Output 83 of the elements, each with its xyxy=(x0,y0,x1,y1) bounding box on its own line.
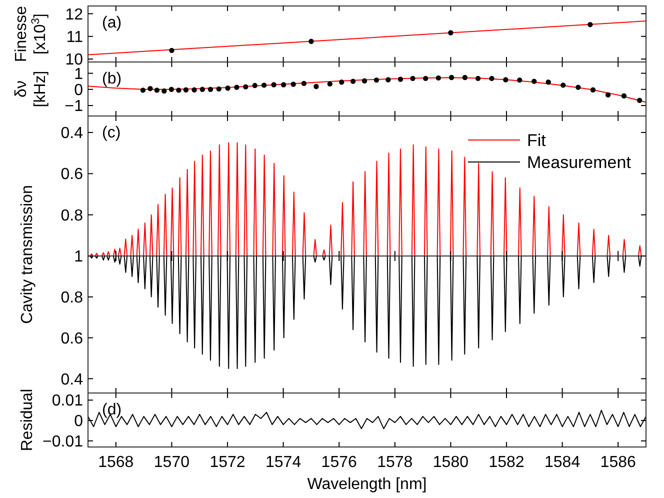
y-tick-label: 11 xyxy=(66,28,84,46)
point xyxy=(148,86,153,92)
x-tick-label: 1574 xyxy=(266,454,302,471)
point xyxy=(339,80,344,85)
y-tick-label: 0.8 xyxy=(60,207,84,224)
x-tick-label: 1586 xyxy=(600,454,636,471)
x-tick-label: 1584 xyxy=(544,454,580,471)
point xyxy=(436,75,442,81)
point xyxy=(560,82,566,88)
point xyxy=(532,78,537,84)
x-tick-label: 1580 xyxy=(432,454,469,471)
y-axis-title: Residual xyxy=(19,388,36,452)
y-tick-label: 0.6 xyxy=(60,330,84,348)
annotation: (d) xyxy=(102,402,122,419)
y-axis-title: δν [kHz] xyxy=(13,70,49,108)
point xyxy=(280,82,286,88)
point xyxy=(162,88,167,94)
point xyxy=(154,88,160,93)
y-tick-label: 0 xyxy=(74,413,84,430)
y-tick-label: −1 xyxy=(64,98,84,116)
point xyxy=(301,80,307,86)
point xyxy=(350,78,356,84)
legend-label: Fit xyxy=(527,130,546,150)
y-tick-label: 1 xyxy=(74,248,84,266)
point xyxy=(362,78,368,84)
point xyxy=(398,76,404,82)
point xyxy=(225,86,230,91)
point xyxy=(271,82,276,88)
y-tick-label: −0.01 xyxy=(42,433,84,450)
y-tick-label: 0.4 xyxy=(60,125,84,142)
point xyxy=(448,74,454,80)
point xyxy=(489,76,494,82)
point xyxy=(462,74,468,80)
point xyxy=(410,76,416,82)
point xyxy=(576,84,581,90)
y-tick-label: 0.01 xyxy=(52,392,84,410)
point xyxy=(308,38,314,44)
point xyxy=(140,88,146,93)
point xyxy=(200,86,205,92)
point xyxy=(183,87,189,92)
point xyxy=(327,81,332,87)
point xyxy=(169,48,174,54)
annotation: (c) xyxy=(102,124,121,142)
x-tick-label: 1576 xyxy=(321,454,357,471)
x-tick-label: 1568 xyxy=(98,454,134,471)
point xyxy=(208,86,214,92)
point xyxy=(448,30,454,36)
point xyxy=(243,84,248,90)
point xyxy=(261,82,267,88)
point xyxy=(621,93,627,98)
x-axis-title: Wavelength [nm] xyxy=(307,476,427,493)
annotation: (b) xyxy=(102,70,122,88)
point xyxy=(374,77,380,83)
point xyxy=(314,84,319,90)
point xyxy=(588,22,593,28)
point xyxy=(176,88,182,93)
point xyxy=(422,76,428,82)
y-tick-label: 0.6 xyxy=(60,166,84,184)
legend-label: Measurement xyxy=(527,152,632,172)
x-tick-label: 1578 xyxy=(377,454,413,471)
point xyxy=(216,86,222,92)
point xyxy=(234,84,240,90)
x-tick-label: 1572 xyxy=(210,454,246,471)
x-tick-label: 1582 xyxy=(488,454,524,471)
point xyxy=(605,92,611,98)
point xyxy=(192,87,197,92)
point xyxy=(290,82,296,87)
annotation: (a) xyxy=(102,14,122,32)
y-tick-label: 12 xyxy=(65,6,84,24)
point xyxy=(252,82,258,88)
point xyxy=(636,98,642,103)
y-tick-label: 0.4 xyxy=(60,371,84,388)
point xyxy=(546,80,551,85)
point xyxy=(503,77,508,82)
y-tick-label: 0.8 xyxy=(60,289,84,306)
x-tick-label: 1570 xyxy=(154,454,190,471)
y-axis-title: Cavity transmission xyxy=(19,185,36,324)
point xyxy=(517,77,522,83)
y-tick-label: 0 xyxy=(74,82,84,100)
point xyxy=(475,76,481,82)
point xyxy=(386,77,391,82)
point xyxy=(590,87,596,92)
point xyxy=(168,86,174,92)
